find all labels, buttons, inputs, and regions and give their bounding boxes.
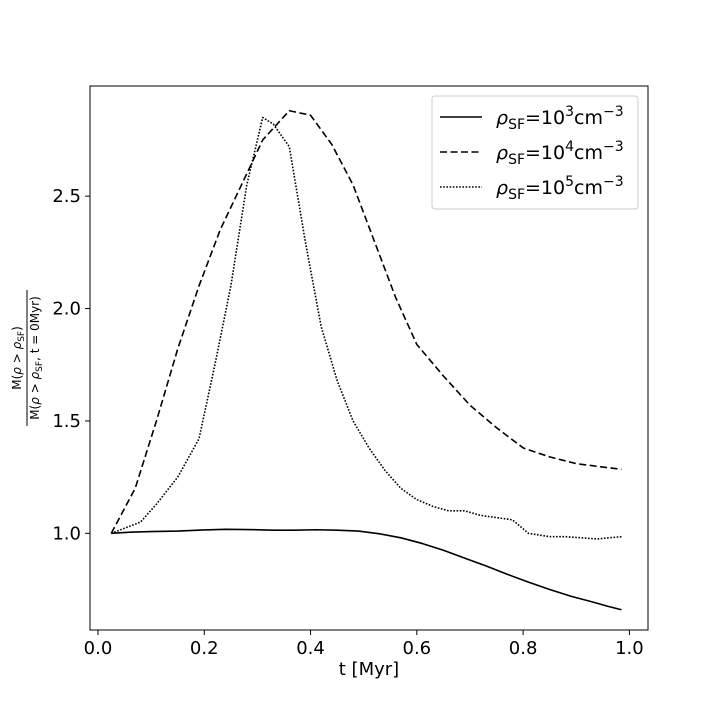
x-tick-label: 0.8 bbox=[509, 638, 538, 659]
y-tick-label: 1.5 bbox=[52, 411, 81, 432]
legend-box bbox=[431, 95, 639, 210]
x-tick-label: 1.0 bbox=[615, 638, 644, 659]
legend-label: ρSF=104cm−3 bbox=[496, 139, 624, 168]
legend: ρSF=103cm−3 ρSF=104cm−3 ρSF=105cm−3 bbox=[431, 95, 639, 210]
series-line-dotted bbox=[110, 116, 622, 540]
y-tick-label: 2.5 bbox=[52, 186, 81, 207]
x-axis-ticks: 0.0 0.2 0.4 0.6 0.8 1.0 bbox=[84, 630, 644, 659]
y-axis-ticks: 1.0 1.5 2.0 2.5 bbox=[52, 186, 90, 544]
x-tick-label: 0.6 bbox=[403, 638, 432, 659]
y-tick-label: 2.0 bbox=[52, 299, 81, 320]
y-axis-label-numerator: M(ρ > ρSF) bbox=[10, 326, 27, 390]
legend-label: ρSF=105cm−3 bbox=[496, 174, 624, 203]
series-layer bbox=[110, 109, 622, 611]
x-axis-label: t [Myr] bbox=[339, 659, 399, 680]
y-tick-label: 1.0 bbox=[52, 523, 81, 544]
x-tick-label: 0.4 bbox=[296, 638, 325, 659]
series-line-solid bbox=[111, 528, 622, 611]
y-axis-label-denominator: M(ρ > ρSF, t = 0Myr) bbox=[28, 296, 45, 420]
x-tick-label: 0.0 bbox=[84, 638, 113, 659]
series-line-dashed bbox=[110, 109, 622, 534]
plot-frame bbox=[89, 85, 649, 631]
x-tick-label: 0.2 bbox=[190, 638, 219, 659]
legend-label: ρSF=103cm−3 bbox=[496, 104, 624, 133]
y-axis-label: M(ρ > ρSF) M(ρ > ρSF, t = 0Myr) bbox=[10, 290, 45, 426]
